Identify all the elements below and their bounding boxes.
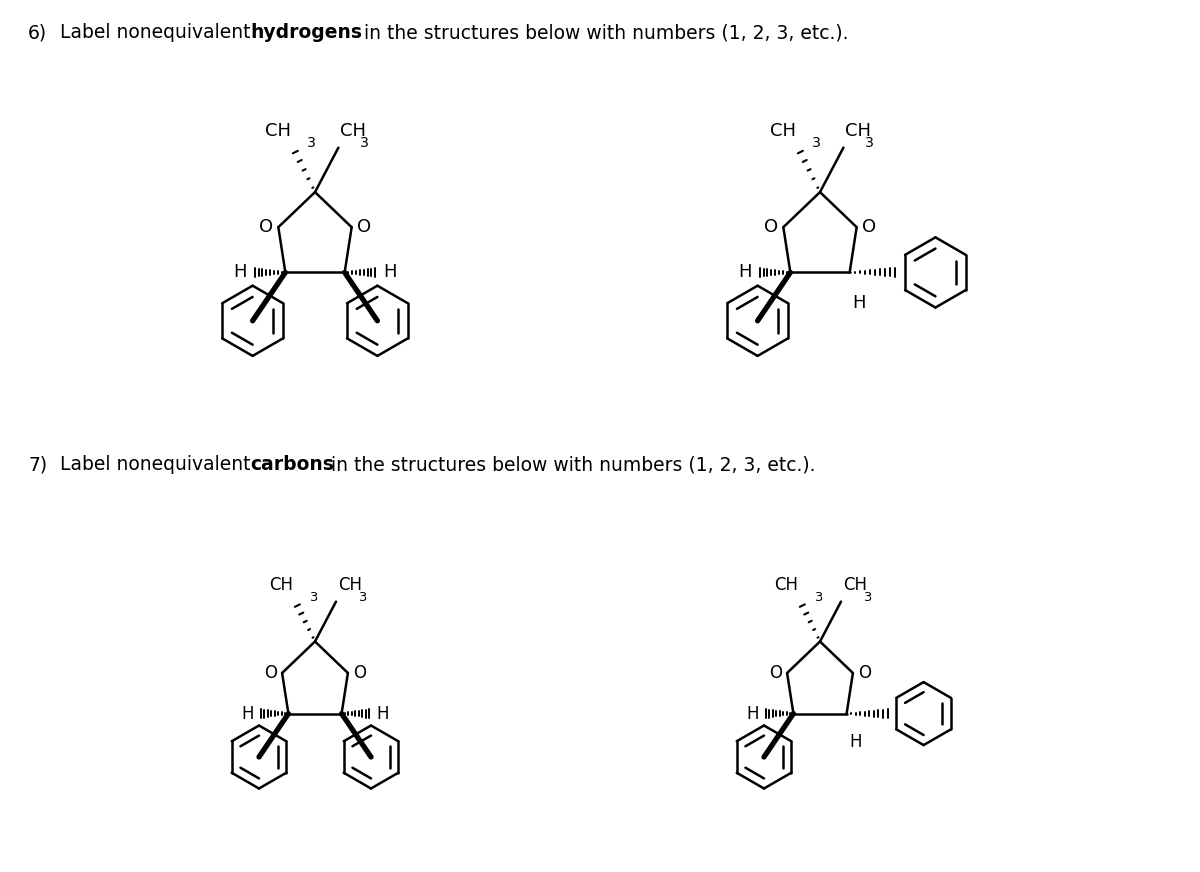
Text: 6): 6)	[28, 24, 47, 43]
Text: Label nonequivalent: Label nonequivalent	[60, 24, 257, 43]
Text: 7): 7)	[28, 455, 47, 474]
Text: H: H	[850, 733, 862, 751]
Text: 3: 3	[307, 136, 316, 150]
Text: H: H	[746, 705, 758, 723]
Text: O: O	[769, 664, 782, 682]
Text: CH: CH	[842, 576, 866, 594]
Text: 3: 3	[358, 590, 366, 603]
Text: 3: 3	[863, 590, 871, 603]
Text: CH: CH	[774, 576, 798, 594]
Text: CH: CH	[341, 121, 366, 140]
Text: 3: 3	[812, 136, 821, 150]
Text: O: O	[259, 218, 274, 236]
Text: Label nonequivalent: Label nonequivalent	[60, 455, 257, 474]
Text: CH: CH	[845, 121, 871, 140]
Text: CH: CH	[265, 121, 292, 140]
Text: H: H	[377, 705, 389, 723]
Text: 3: 3	[360, 136, 370, 150]
Text: H: H	[241, 705, 253, 723]
Text: hydrogens: hydrogens	[250, 24, 362, 43]
Text: in the structures below with numbers (1, 2, 3, etc.).: in the structures below with numbers (1,…	[325, 455, 816, 474]
Text: CH: CH	[269, 576, 293, 594]
Text: O: O	[862, 218, 876, 236]
Text: H: H	[383, 263, 396, 282]
Text: O: O	[353, 664, 366, 682]
Text: H: H	[738, 263, 752, 282]
Text: O: O	[356, 218, 371, 236]
Text: 3: 3	[865, 136, 875, 150]
Text: O: O	[264, 664, 277, 682]
Text: CH: CH	[338, 576, 362, 594]
Text: in the structures below with numbers (1, 2, 3, etc.).: in the structures below with numbers (1,…	[358, 24, 848, 43]
Text: 3: 3	[310, 590, 318, 603]
Text: 3: 3	[815, 590, 823, 603]
Text: O: O	[764, 218, 779, 236]
Text: carbons: carbons	[250, 455, 334, 474]
Text: O: O	[858, 664, 871, 682]
Text: H: H	[853, 294, 866, 312]
Text: H: H	[234, 263, 247, 282]
Text: CH: CH	[770, 121, 796, 140]
